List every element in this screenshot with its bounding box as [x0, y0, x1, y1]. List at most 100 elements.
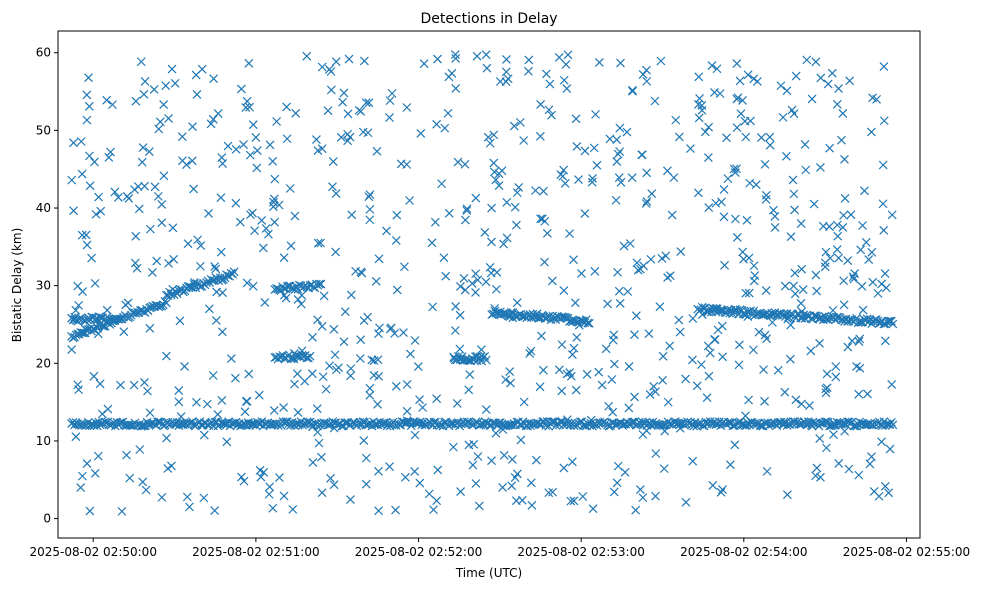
data-point: [130, 185, 139, 195]
data-point: [863, 389, 872, 399]
data-point: [811, 270, 821, 280]
data-point: [567, 457, 577, 467]
data-point: [432, 394, 442, 404]
data-point: [208, 114, 218, 124]
data-point: [760, 330, 770, 340]
data-point: [460, 215, 470, 225]
data-point: [832, 245, 842, 255]
data-point: [565, 229, 575, 239]
data-point: [453, 157, 463, 167]
data-point: [765, 140, 775, 150]
data-point: [865, 459, 875, 469]
data-point: [820, 262, 830, 272]
data-point: [357, 268, 367, 278]
data-point: [157, 199, 167, 209]
data-point: [509, 121, 519, 131]
data-point: [210, 262, 220, 272]
data-point: [787, 105, 797, 115]
data-point: [161, 351, 171, 361]
data-point: [204, 209, 213, 218]
data-point: [144, 147, 154, 156]
data-point: [451, 53, 461, 63]
data-point: [823, 314, 833, 324]
data-point: [229, 267, 239, 277]
data-point: [487, 237, 496, 247]
data-point: [838, 109, 848, 118]
data-point: [81, 230, 91, 240]
data-point: [608, 407, 618, 417]
data-point: [405, 349, 415, 359]
data-point: [615, 123, 625, 133]
data-point: [471, 193, 481, 203]
data-point: [539, 186, 548, 196]
data-point: [854, 389, 864, 399]
data-point: [177, 132, 187, 142]
data-point: [627, 418, 637, 427]
data-point: [822, 369, 832, 379]
data-point: [271, 283, 281, 293]
data-point: [773, 365, 783, 375]
data-point: [791, 71, 801, 81]
data-point: [840, 193, 850, 203]
data-point: [612, 135, 622, 145]
data-point: [313, 238, 323, 248]
data-point: [694, 113, 704, 123]
data-point: [635, 485, 645, 494]
data-point: [767, 317, 777, 327]
data-point: [415, 395, 424, 405]
data-point: [734, 360, 744, 370]
data-point: [452, 398, 462, 408]
data-point: [82, 115, 92, 125]
data-point: [270, 174, 280, 184]
data-point: [282, 134, 292, 144]
data-point: [872, 94, 882, 104]
data-point: [476, 345, 486, 355]
data-point: [236, 84, 246, 94]
data-point: [722, 133, 731, 143]
data-point: [571, 385, 581, 395]
data-point: [182, 492, 192, 502]
data-point: [251, 132, 261, 142]
data-point: [244, 369, 254, 379]
data-point: [217, 395, 227, 405]
data-point: [770, 211, 780, 221]
data-point: [732, 233, 742, 242]
data-point: [483, 132, 493, 142]
data-point: [460, 285, 470, 295]
data-point: [217, 153, 227, 162]
data-point: [501, 375, 511, 385]
data-point: [642, 197, 652, 206]
data-point: [750, 271, 760, 280]
data-point: [832, 99, 842, 109]
data-point: [870, 315, 880, 325]
data-point: [464, 385, 474, 395]
data-point: [510, 202, 520, 212]
data-point: [746, 116, 755, 126]
data-point: [448, 442, 458, 452]
data-point: [419, 59, 429, 69]
data-point: [162, 298, 171, 308]
data-point: [603, 299, 612, 309]
data-point: [759, 365, 768, 375]
data-point: [704, 122, 714, 132]
data-point: [845, 76, 855, 86]
data-point: [216, 193, 226, 203]
x-tick-label: 2025-08-02 02:51:00: [192, 545, 319, 559]
data-point: [749, 261, 759, 271]
data-point: [557, 386, 567, 396]
data-point: [204, 304, 214, 314]
data-point: [570, 298, 580, 308]
data-point: [536, 214, 545, 224]
data-point: [150, 182, 160, 192]
data-point: [248, 281, 258, 291]
data-point: [369, 356, 379, 366]
data-point: [745, 178, 755, 188]
data-point: [202, 399, 212, 409]
data-point: [473, 452, 483, 461]
y-tick-label: 0: [43, 512, 51, 526]
data-point: [433, 54, 442, 64]
data-point: [878, 160, 888, 170]
data-point: [288, 504, 298, 514]
data-point: [331, 189, 341, 199]
data-point: [402, 160, 412, 169]
